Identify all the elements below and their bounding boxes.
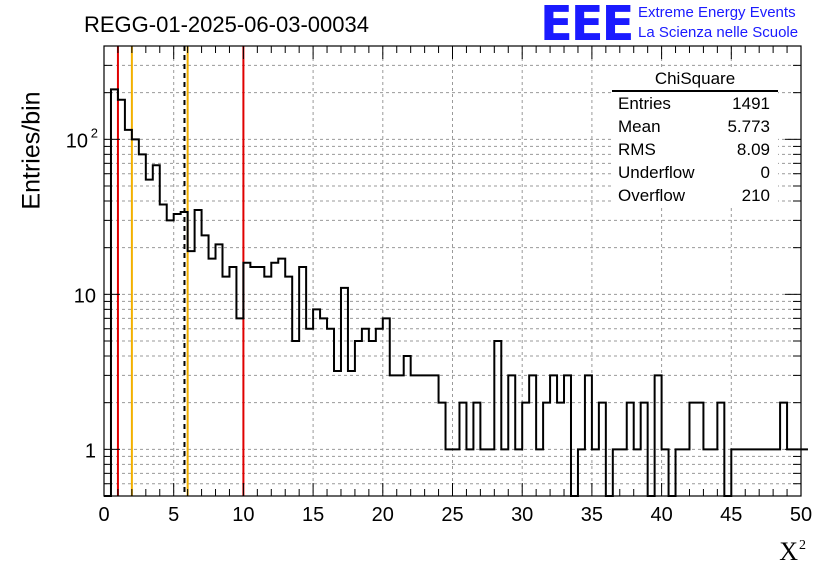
x-axis-title-superscript: 2: [799, 538, 806, 553]
stats-label: Overflow: [618, 186, 686, 205]
stats-row: Underflow 0: [612, 161, 778, 184]
y-tick-label-superscript: 2: [91, 125, 98, 140]
stats-box: ChiSquare Entries 1491 Mean 5.773 RMS 8.09 …: [612, 68, 778, 207]
stats-row: RMS 8.09: [612, 138, 778, 161]
stats-value: 1491: [732, 94, 770, 113]
stats-value: 0: [760, 163, 770, 182]
x-tick-label: 30: [511, 504, 533, 526]
stats-label: Mean: [618, 117, 661, 136]
stats-title: ChiSquare: [612, 68, 778, 92]
stats-row: Entries 1491: [612, 92, 778, 115]
x-tick-label: 20: [372, 504, 394, 526]
stats-row: Mean 5.773: [612, 115, 778, 138]
stats-label: RMS: [618, 140, 656, 159]
chart-title: REGG-01-2025-06-03-00034: [84, 12, 369, 37]
x-tick-label: 45: [720, 504, 742, 526]
logo-line2: La Scienza nelle Scuole: [638, 24, 799, 41]
stats-label: Entries: [618, 94, 671, 113]
histogram-series: [104, 88, 808, 497]
x-tick-label: 15: [302, 504, 324, 526]
y-tick-label: 1: [85, 440, 96, 462]
x-tick-label: 25: [441, 504, 463, 526]
stats-row: Overflow 210: [612, 184, 778, 207]
x-tick-label: 0: [98, 504, 109, 526]
y-tick-label: 10: [74, 285, 96, 307]
stats-value: 5.773: [727, 117, 770, 136]
x-tick-label: 50: [790, 504, 812, 526]
x-tick-label: 10: [232, 504, 254, 526]
x-axis-title-text: X: [779, 537, 798, 566]
stats-value: 8.09: [736, 140, 770, 159]
x-tick-label: 5: [168, 504, 179, 526]
x-tick-label: 40: [650, 504, 672, 526]
x-axis-title: X2: [779, 537, 806, 567]
y-tick-label: 10: [66, 130, 88, 152]
stats-value: 210: [741, 186, 770, 205]
x-tick-label: 35: [581, 504, 603, 526]
eee-logo: EEE: [540, 0, 634, 52]
stats-label: Underflow: [618, 163, 695, 182]
logo-line1: Extreme Energy Events: [638, 4, 796, 21]
